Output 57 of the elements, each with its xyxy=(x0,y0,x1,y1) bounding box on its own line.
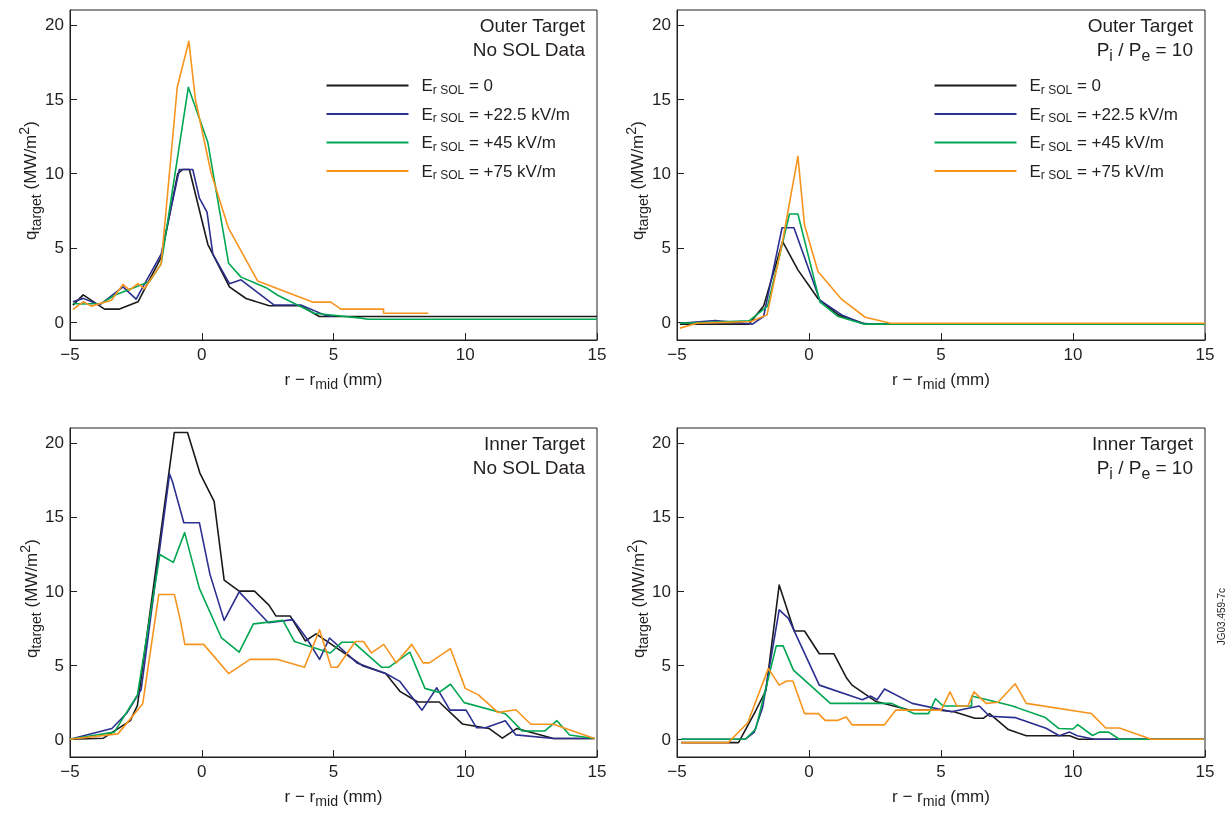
y-tick-label: 5 xyxy=(661,655,671,675)
x-axis-title: r − r$_{mid}$ (mm) xyxy=(891,370,991,395)
y-tick-label: 15 xyxy=(652,507,671,527)
line-series xyxy=(72,168,335,318)
y-tick-label: 20 xyxy=(652,15,671,35)
x-tick-label: 0 xyxy=(804,345,814,364)
y-tick-label: 0 xyxy=(54,312,64,332)
x-tick-label: 10 xyxy=(455,762,475,781)
y-tick-label: 15 xyxy=(45,507,64,527)
x-tick-label: −5 xyxy=(667,762,687,781)
y-tick-label: 20 xyxy=(45,15,64,35)
x-axis-title: r − r$_{mid}$ (mm) xyxy=(891,787,991,812)
y-tick-label: 10 xyxy=(652,164,671,184)
text: P$_{i}$ / P$_{e}$ = 10 xyxy=(1095,456,1193,484)
chart-title: Outer Target xyxy=(1087,14,1193,38)
x-tick-label: −5 xyxy=(60,762,80,781)
y-tick-label: 15 xyxy=(652,89,671,109)
x-tick-label: 0 xyxy=(197,762,207,781)
text: P$_{i}$ / P$_{e}$ = 10 xyxy=(1095,38,1193,66)
line-series xyxy=(679,155,1206,329)
text: No SOL Data xyxy=(472,38,585,62)
x-tick-label: 15 xyxy=(587,345,607,364)
y-tick-label: 20 xyxy=(652,433,671,453)
x-tick-label: −5 xyxy=(60,345,80,364)
line-series xyxy=(680,667,1205,744)
y-tick-label: 5 xyxy=(661,238,671,258)
x-tick-label: 5 xyxy=(936,762,946,781)
y-tick-label: 10 xyxy=(45,581,64,601)
y-tick-label: 20 xyxy=(45,433,64,453)
line-series xyxy=(69,593,596,741)
text: No SOL Data xyxy=(472,456,585,480)
x-tick-label: −5 xyxy=(667,345,687,364)
x-tick-label: 15 xyxy=(1195,345,1215,364)
y-tick-label: 0 xyxy=(54,729,64,749)
x-tick-label: 15 xyxy=(1195,762,1215,781)
y-tick-label: 5 xyxy=(54,655,64,675)
x-tick-label: 5 xyxy=(328,762,339,781)
x-tick-label: 0 xyxy=(197,345,207,364)
x-tick-label: 5 xyxy=(328,345,339,364)
x-axis-title: r − r$_{mid}$ (mm) xyxy=(283,787,384,812)
x-tick-label: 5 xyxy=(936,345,946,364)
x-tick-label: 10 xyxy=(1063,345,1083,364)
y-tick-label: 10 xyxy=(652,581,671,601)
chart-title: Inner Target xyxy=(482,432,585,456)
x-tick-label: 0 xyxy=(804,762,814,781)
chart-title: Outer Target xyxy=(478,14,585,38)
x-axis-title: r − r$_{mid}$ (mm) xyxy=(283,370,384,395)
y-tick-label: 5 xyxy=(54,238,64,258)
y-tick-label: 10 xyxy=(45,164,64,184)
x-tick-label: 15 xyxy=(587,762,607,781)
y-tick-label: 15 xyxy=(45,89,64,109)
x-tick-label: 10 xyxy=(455,345,475,364)
chart-title: Inner Target xyxy=(1091,432,1193,456)
y-tick-label: 0 xyxy=(661,312,671,332)
y-tick-label: 0 xyxy=(661,729,671,749)
text: JG03.459-7c xyxy=(1215,587,1227,646)
x-tick-label: 10 xyxy=(1063,762,1083,781)
